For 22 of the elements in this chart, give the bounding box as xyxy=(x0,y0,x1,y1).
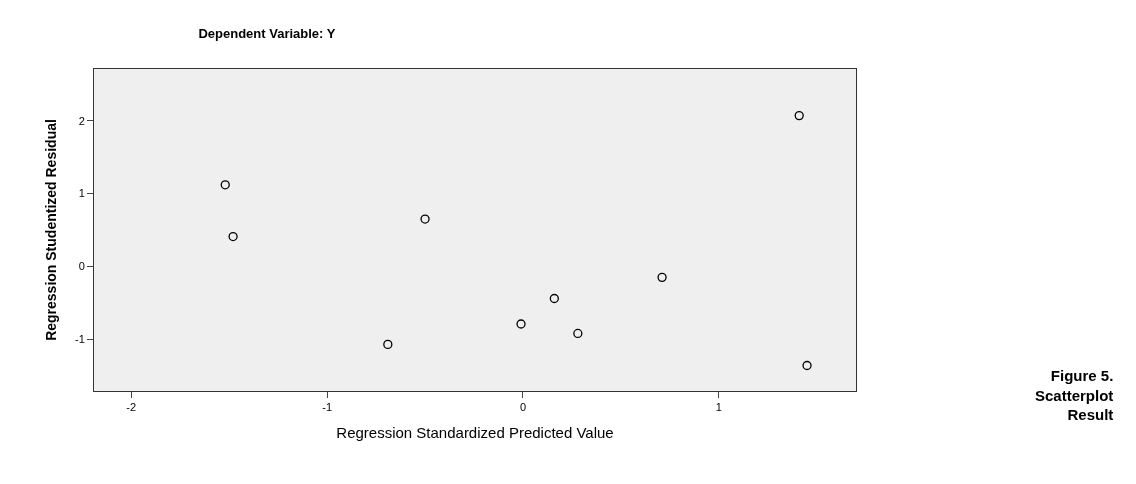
point xyxy=(220,180,230,190)
y-tick-label: -1 xyxy=(75,333,85,346)
x-tick-label: -2 xyxy=(126,401,137,414)
point xyxy=(549,293,559,304)
point xyxy=(516,319,526,329)
y-axis-title: Regression Studentized Residual xyxy=(42,119,59,341)
x-tick-label: 1 xyxy=(715,401,722,414)
x-tick-label: 0 xyxy=(519,401,527,414)
x-axis-title: Regression Standardized Predicted Value xyxy=(336,424,614,442)
y-tick-label: 1 xyxy=(78,187,85,200)
point xyxy=(420,214,430,224)
point xyxy=(657,272,667,282)
point xyxy=(794,110,804,121)
point xyxy=(383,339,393,350)
y-tick-label: 2 xyxy=(78,114,85,127)
chart-title: Dependent Variable: Y xyxy=(198,26,336,42)
point xyxy=(573,328,583,339)
y-tick-label: 0 xyxy=(78,260,85,273)
point xyxy=(802,360,812,371)
point xyxy=(228,231,238,242)
x-tick-label: -1 xyxy=(322,401,332,414)
caption: Figure 5. Scatterplot Result xyxy=(1035,367,1114,423)
